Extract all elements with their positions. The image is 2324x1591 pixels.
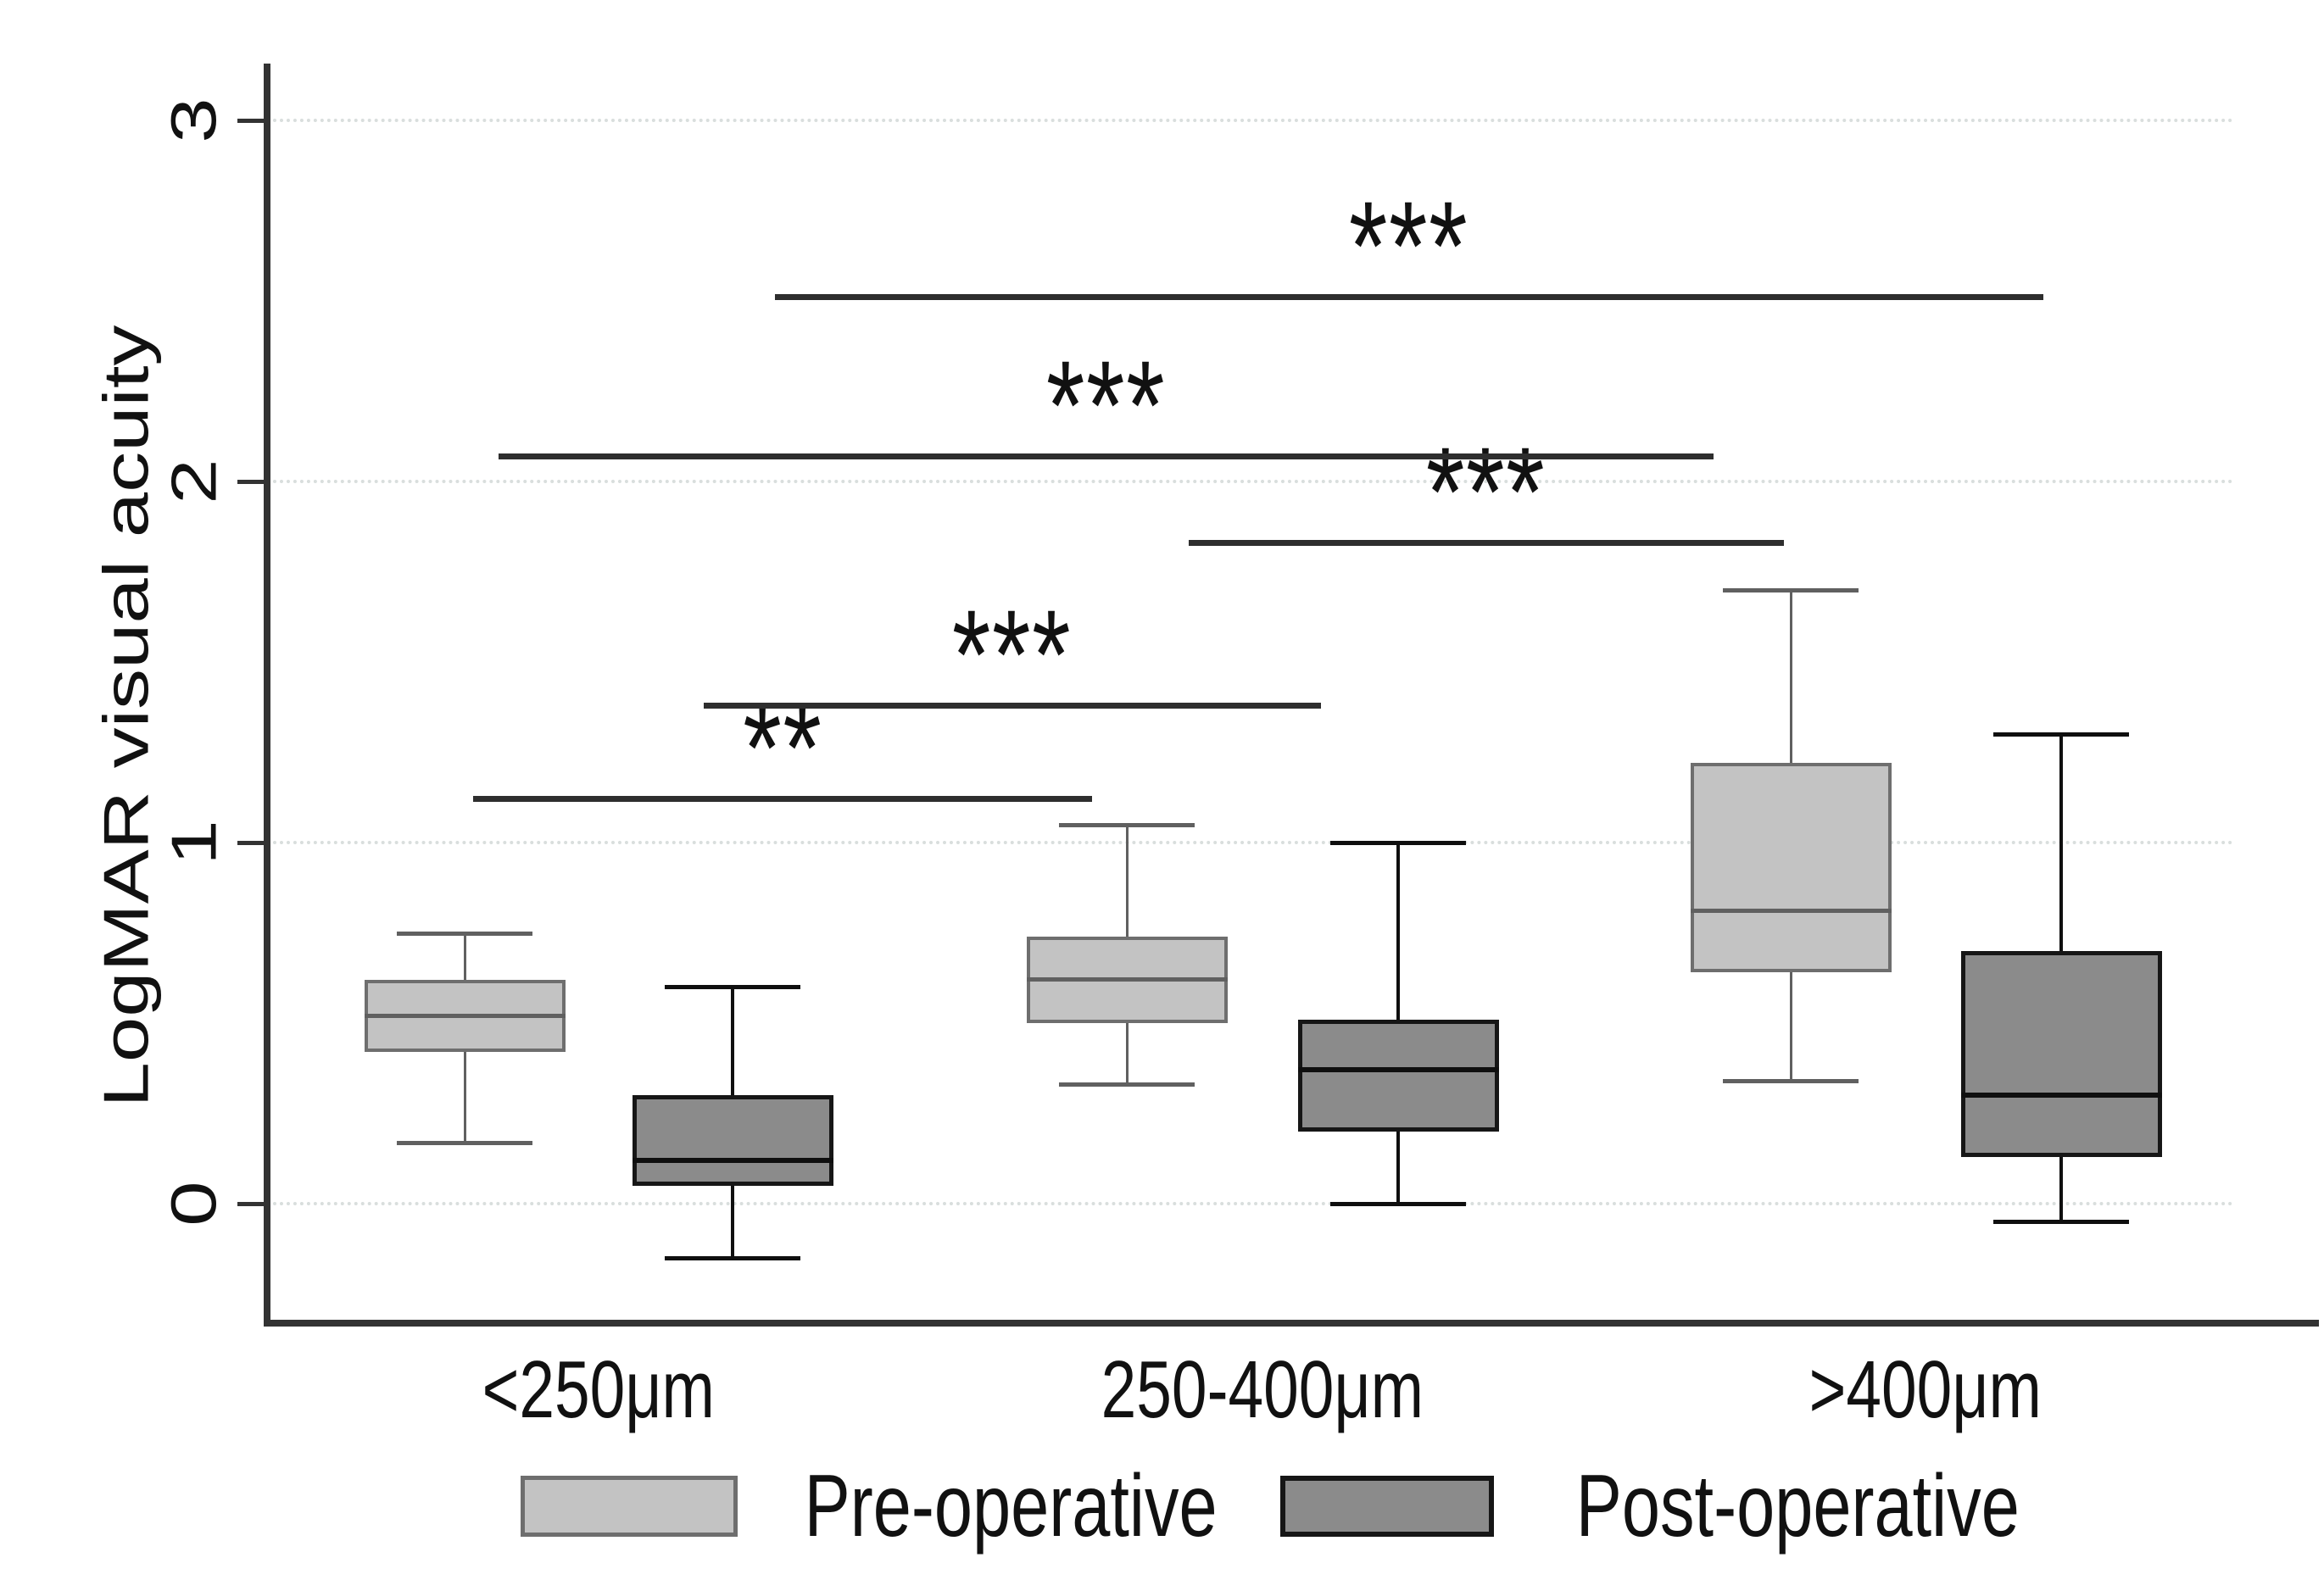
significance-stars-1: **	[613, 676, 952, 819]
significance-bar-4	[499, 453, 1714, 459]
x-category-label-text: 250-400μm	[1101, 1344, 1424, 1435]
y-tick-label-text: 1	[159, 820, 231, 865]
post-box-group3-upper-cap	[1993, 732, 2129, 737]
pre-box-group2-lower-whisker	[1125, 1023, 1129, 1085]
y-tick-label-1: 1	[144, 792, 246, 893]
y-tick-label-text: 3	[159, 97, 231, 143]
pre-box-group3-upper-cap	[1723, 587, 1859, 592]
post-box-group2	[1297, 1019, 1499, 1132]
legend-swatch-pre-operative	[521, 1476, 738, 1537]
y-tick-label-0: 0	[144, 1153, 246, 1254]
post-box-group2-median	[1297, 1067, 1499, 1073]
y-tick-label-text: 2	[159, 459, 231, 504]
significance-bar-3	[1189, 539, 1784, 546]
x-axis-line	[264, 1320, 2319, 1327]
significance-stars-2: ***	[843, 583, 1182, 726]
y-tick-1	[237, 840, 267, 845]
significance-stars-text: ***	[952, 582, 1073, 726]
pre-box-group3-median	[1690, 909, 1892, 914]
y-tick-label-3: 3	[144, 70, 246, 171]
post-box-group3-upper-whisker	[2059, 734, 2063, 951]
y-axis-line	[264, 64, 270, 1326]
y-tick-3	[237, 118, 267, 123]
pre-box-group3-lower-whisker	[1789, 972, 1792, 1082]
post-box-group1-lower-whisker	[731, 1185, 734, 1258]
pre-box-group1-lower-cap	[397, 1140, 532, 1145]
pre-box-group1-upper-whisker	[463, 932, 466, 980]
post-box-group2-upper-cap	[1330, 841, 1466, 845]
x-category-label-text: >400μm	[1808, 1344, 2043, 1435]
pre-box-group2-median	[1026, 977, 1228, 982]
pre-box-group2-upper-cap	[1059, 822, 1195, 827]
post-box-group1-lower-cap	[665, 1255, 800, 1260]
post-box-group2-lower-whisker	[1396, 1131, 1400, 1204]
gridline-y0	[273, 1202, 2234, 1205]
gridline-y2	[273, 480, 2234, 483]
significance-stars-3: ***	[1317, 420, 1656, 563]
y-tick-0	[237, 1201, 267, 1206]
post-box-group1	[632, 1095, 833, 1186]
legend-label-pre-operative: Pre-operative	[804, 1456, 1218, 1555]
significance-stars-text: ***	[1045, 333, 1167, 476]
significance-bar-5	[775, 294, 2043, 301]
post-box-group2-lower-cap	[1330, 1202, 1466, 1206]
x-category-label-3: >400μm	[1586, 1339, 2265, 1441]
significance-stars-text: ***	[1426, 420, 1547, 563]
post-box-group2-upper-whisker	[1396, 843, 1400, 1020]
pre-box-group3-lower-cap	[1723, 1079, 1859, 1084]
pre-box-group1-upper-cap	[397, 931, 532, 936]
post-box-group1-upper-whisker	[731, 987, 734, 1096]
pre-box-group3	[1690, 763, 1892, 973]
post-box-group3-lower-whisker	[2059, 1156, 2063, 1222]
significance-bar-1	[473, 796, 1092, 803]
significance-stars-4: ***	[937, 334, 1276, 476]
x-category-label-text: <250μm	[482, 1344, 716, 1435]
pre-box-group2-upper-whisker	[1125, 824, 1129, 937]
x-category-label-1: <250μm	[259, 1339, 938, 1441]
gridline-y3	[273, 119, 2234, 122]
legend-swatch-post-operative	[1280, 1476, 1494, 1537]
gridline-y1	[273, 841, 2234, 844]
post-box-group3-median	[1960, 1093, 2162, 1099]
x-category-label-2: 250-400μm	[923, 1339, 1602, 1441]
y-tick-2	[237, 479, 267, 484]
significance-stars-text: **	[742, 676, 823, 820]
pre-box-group1-median	[364, 1013, 566, 1018]
pre-box-group2-lower-cap	[1059, 1082, 1195, 1088]
legend-label-post-operative: Post-operative	[1575, 1456, 2020, 1555]
y-tick-label-text: 0	[159, 1181, 231, 1227]
pre-box-group1-lower-whisker	[463, 1052, 466, 1143]
post-box-group1-median	[632, 1157, 833, 1163]
significance-stars-5: ***	[1240, 175, 1579, 317]
post-box-group3	[1960, 950, 2162, 1157]
significance-bar-2	[704, 702, 1321, 709]
y-tick-label-2: 2	[144, 431, 246, 532]
pre-box-group3-upper-whisker	[1789, 589, 1792, 764]
post-box-group1-upper-cap	[665, 985, 800, 990]
post-box-group3-lower-cap	[1993, 1220, 2129, 1225]
significance-stars-text: ***	[1349, 175, 1469, 318]
